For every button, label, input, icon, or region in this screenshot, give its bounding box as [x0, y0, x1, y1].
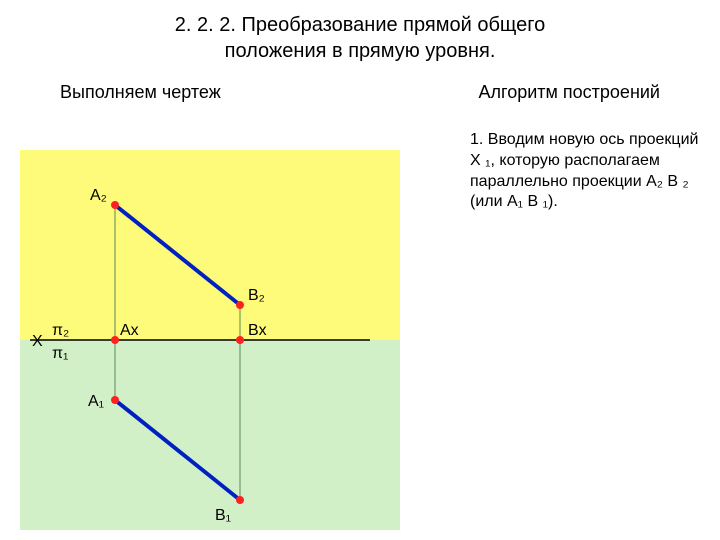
algorithm-step-1: 1. Вводим новую ось проекций Х ₁, котору…: [470, 130, 700, 213]
title-line-1: 2. 2. 2. Преобразование прямой общего: [0, 12, 720, 38]
title-line-2: положения в прямую уровня.: [0, 38, 720, 64]
svg-text:В₁: В₁: [215, 507, 231, 524]
svg-text:А₁: А₁: [88, 393, 104, 410]
svg-text:А₂: А₂: [90, 187, 107, 204]
svg-text:Вx: Вx: [248, 322, 267, 339]
subtitle-right: Алгоритм построений: [479, 82, 660, 103]
page-title: 2. 2. 2. Преобразование прямой общего по…: [0, 0, 720, 64]
svg-text:π₂: π₂: [52, 322, 69, 339]
diagram-svg: А₂ В₂ Аx Вx А₁ В₁ Хπ₂ π₁: [20, 150, 400, 530]
svg-text:В₂: В₂: [248, 287, 265, 304]
svg-text:Х: Х: [32, 333, 43, 350]
svg-text:π₁: π₁: [52, 345, 68, 362]
projection-diagram: А₂ В₂ Аx Вx А₁ В₁ Хπ₂ π₁: [20, 150, 400, 530]
subtitle-left: Выполняем чертеж: [60, 82, 221, 103]
svg-text:Аx: Аx: [120, 322, 139, 339]
